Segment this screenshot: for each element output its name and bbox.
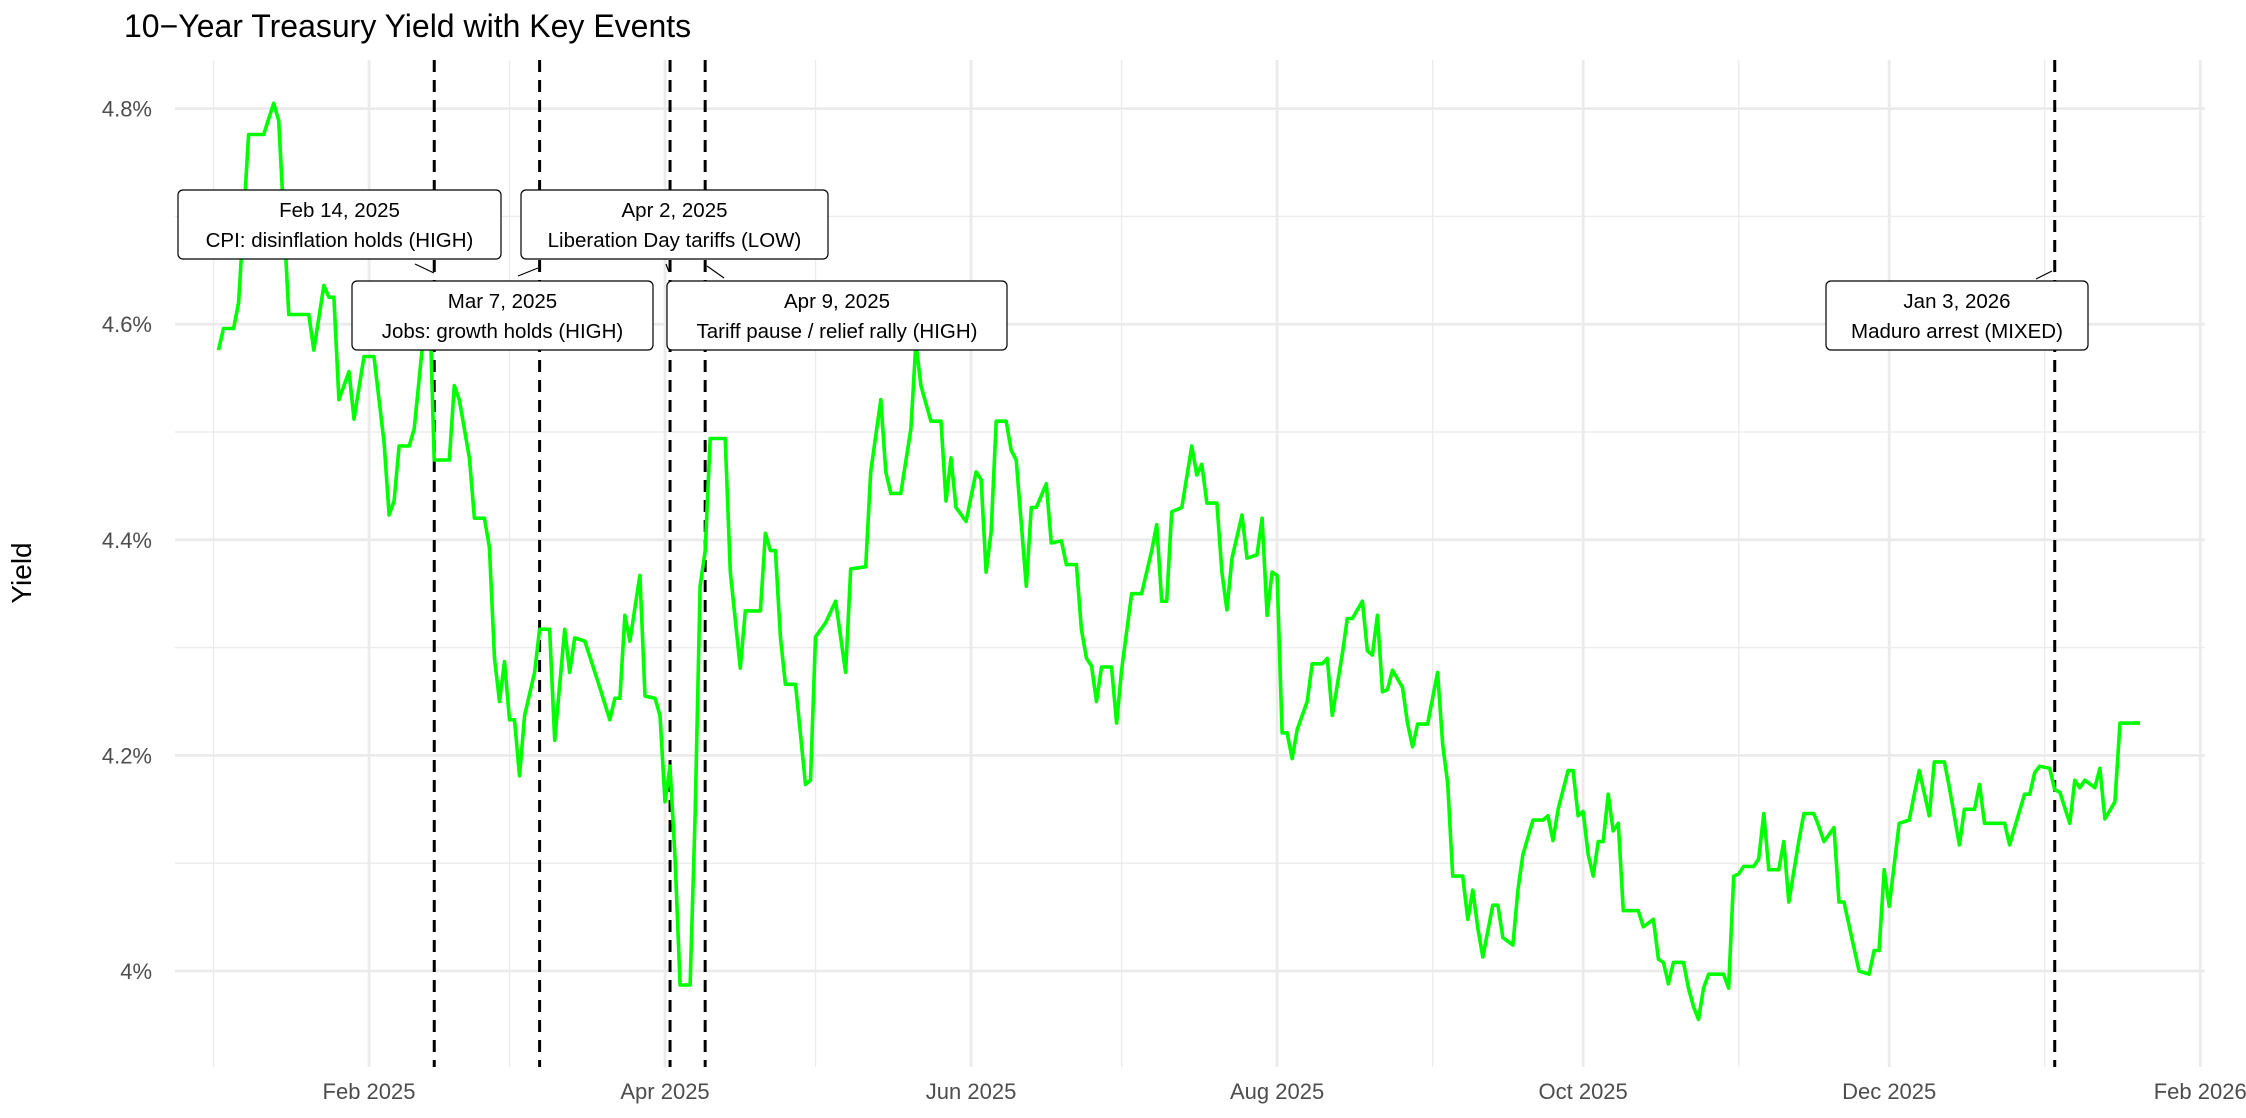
event-description: CPI: disinflation holds (HIGH)	[206, 229, 474, 252]
event-description: Liberation Day tariffs (LOW)	[548, 229, 802, 252]
label-box	[666, 280, 1008, 351]
leader-line	[517, 267, 539, 277]
event-annotations: Feb 14, 2025 CPI: disinflation holds (HIG…	[177, 189, 2089, 351]
leader-line	[665, 263, 670, 273]
event-label: Jan 3, 2026 Maduro arrest (MIXED)	[1825, 270, 2089, 351]
label-box	[520, 189, 829, 260]
x-tick-label: Aug 2025	[1230, 1079, 1324, 1104]
event-label: Mar 7, 2025 Jobs: growth holds (HIGH)	[351, 267, 654, 351]
event-description: Maduro arrest (MIXED)	[1851, 320, 2063, 343]
leader-line	[706, 265, 725, 279]
y-tick-label: 4.2%	[102, 743, 152, 768]
x-axis: Feb 2025 Apr 2025 Jun 2025 Aug 2025 Oct 2025…	[323, 1079, 2246, 1104]
event-label: Apr 9, 2025 Tariff pause / relief rally (…	[666, 265, 1008, 351]
y-tick-label: 4.8%	[102, 97, 152, 122]
label-box	[1825, 280, 2089, 351]
yield-series-line	[216, 101, 2140, 1022]
y-axis: 4% 4.2% 4.4% 4.6% 4.8%	[102, 97, 152, 984]
y-tick-label: 4%	[120, 959, 152, 984]
leader-line	[2035, 270, 2053, 280]
event-date: Apr 2, 2025	[622, 199, 728, 222]
event-description: Jobs: growth holds (HIGH)	[382, 320, 624, 343]
y-axis-label: Yield	[6, 542, 37, 603]
y-tick-label: 4.4%	[102, 528, 152, 553]
event-date: Mar 7, 2025	[448, 290, 557, 313]
x-tick-label: Jun 2025	[926, 1079, 1017, 1104]
x-tick-label: Feb 2025	[323, 1079, 416, 1104]
x-tick-label: Dec 2025	[1842, 1079, 1936, 1104]
chart-title: 10−Year Treasury Yield with Key Events	[124, 8, 691, 44]
label-box	[351, 280, 654, 351]
event-date: Jan 3, 2026	[1903, 290, 2010, 313]
event-date: Apr 9, 2025	[784, 290, 890, 313]
event-date: Feb 14, 2025	[279, 199, 400, 222]
x-tick-label: Apr 2025	[620, 1079, 709, 1104]
x-tick-label: Feb 2026	[2154, 1079, 2246, 1104]
label-box	[177, 189, 502, 260]
event-label: Feb 14, 2025 CPI: disinflation holds (HIG…	[177, 189, 502, 274]
event-description: Tariff pause / relief rally (HIGH)	[696, 320, 977, 343]
x-tick-label: Oct 2025	[1539, 1079, 1628, 1104]
leader-line	[414, 263, 435, 274]
y-tick-label: 4.6%	[102, 312, 152, 337]
event-label: Apr 2, 2025 Liberation Day tariffs (LOW)	[520, 189, 829, 273]
